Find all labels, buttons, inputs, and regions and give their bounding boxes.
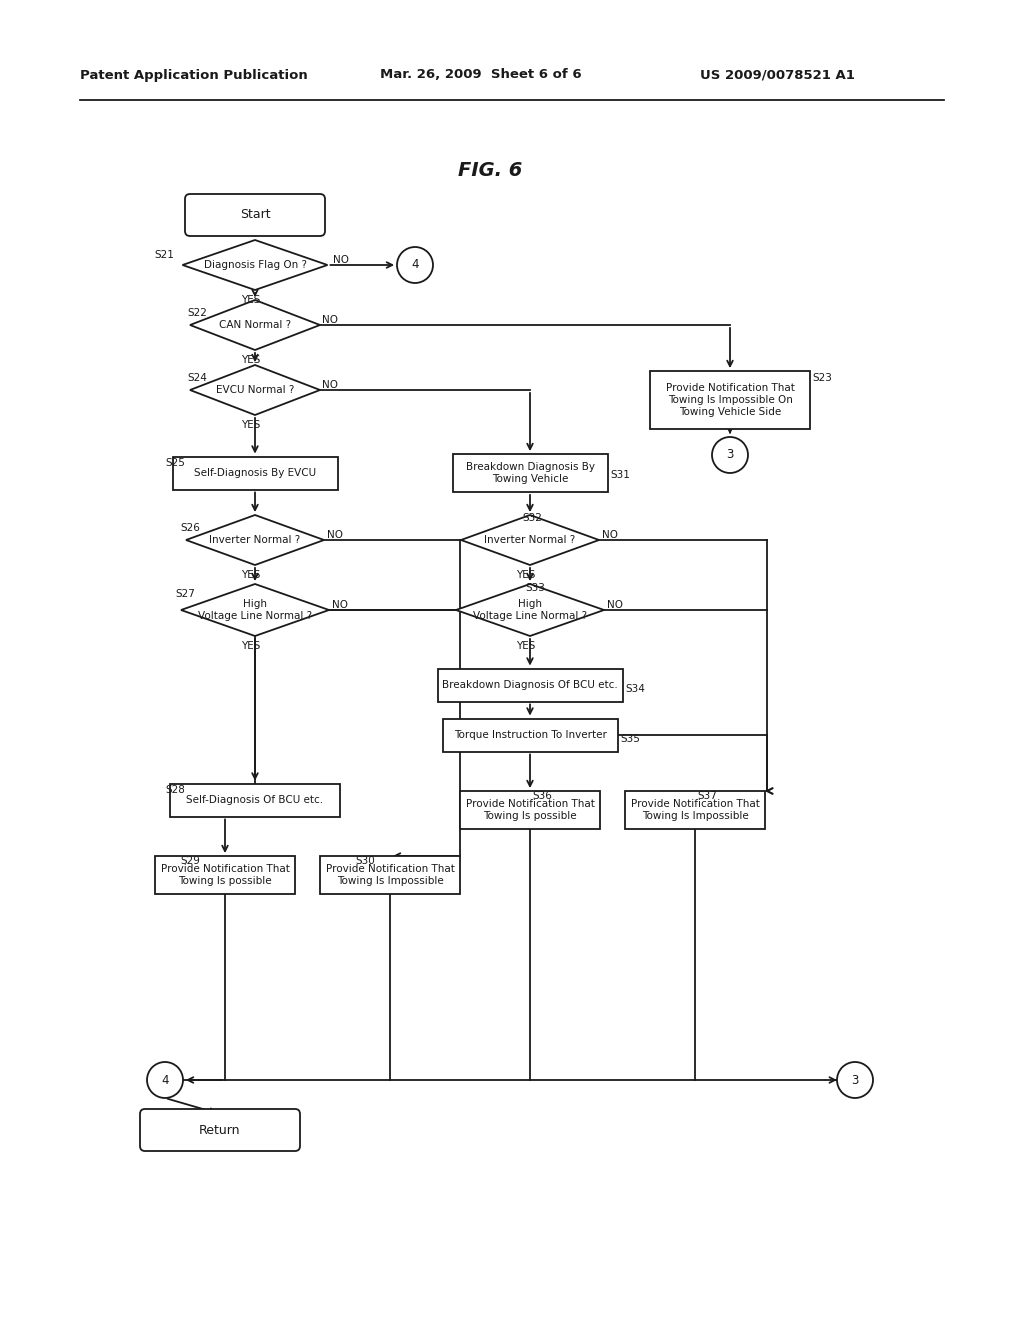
Text: S36: S36 xyxy=(532,791,552,801)
Text: NO: NO xyxy=(333,255,348,265)
Text: Torque Instruction To Inverter: Torque Instruction To Inverter xyxy=(454,730,606,741)
Text: S33: S33 xyxy=(525,583,545,593)
Text: Diagnosis Flag On ?: Diagnosis Flag On ? xyxy=(204,260,306,271)
Text: S32: S32 xyxy=(522,513,542,523)
Polygon shape xyxy=(182,240,328,290)
Text: NO: NO xyxy=(607,601,623,610)
Bar xyxy=(625,791,765,829)
Text: Self-Diagnosis Of BCU etc.: Self-Diagnosis Of BCU etc. xyxy=(186,795,324,805)
Polygon shape xyxy=(456,583,604,636)
Text: Self-Diagnosis By EVCU: Self-Diagnosis By EVCU xyxy=(194,469,316,478)
Text: EVCU Normal ?: EVCU Normal ? xyxy=(216,385,294,395)
Text: YES: YES xyxy=(241,570,260,579)
Bar xyxy=(319,855,460,894)
Text: NO: NO xyxy=(332,601,348,610)
Text: S35: S35 xyxy=(620,734,640,744)
Polygon shape xyxy=(181,583,329,636)
Text: CAN Normal ?: CAN Normal ? xyxy=(219,319,291,330)
Text: 3: 3 xyxy=(726,449,733,462)
Text: Patent Application Publication: Patent Application Publication xyxy=(80,69,308,82)
Circle shape xyxy=(712,437,748,473)
Text: FIG. 6: FIG. 6 xyxy=(458,161,522,180)
Circle shape xyxy=(837,1063,873,1098)
Text: S29: S29 xyxy=(180,855,200,866)
Text: YES: YES xyxy=(516,642,536,651)
Text: S26: S26 xyxy=(180,523,200,533)
FancyBboxPatch shape xyxy=(185,194,325,236)
Bar xyxy=(172,457,338,490)
Text: NO: NO xyxy=(327,531,343,540)
Text: NO: NO xyxy=(602,531,618,540)
Text: S31: S31 xyxy=(610,470,630,480)
Text: Start: Start xyxy=(240,209,270,222)
Text: S30: S30 xyxy=(355,855,375,866)
FancyBboxPatch shape xyxy=(140,1109,300,1151)
Text: YES: YES xyxy=(241,642,260,651)
Text: S22: S22 xyxy=(187,308,207,318)
Text: US 2009/0078521 A1: US 2009/0078521 A1 xyxy=(700,69,855,82)
Text: S27: S27 xyxy=(175,589,195,599)
Text: YES: YES xyxy=(241,420,260,430)
Text: Breakdown Diagnosis By
Towing Vehicle: Breakdown Diagnosis By Towing Vehicle xyxy=(466,462,595,484)
Text: High
Voltage Line Normal ?: High Voltage Line Normal ? xyxy=(473,599,587,620)
Text: Provide Notification That
Towing Is Impossible On
Towing Vehicle Side: Provide Notification That Towing Is Impo… xyxy=(666,383,795,417)
Text: Inverter Normal ?: Inverter Normal ? xyxy=(484,535,575,545)
Text: 4: 4 xyxy=(412,259,419,272)
Text: S37: S37 xyxy=(697,791,717,801)
Text: S23: S23 xyxy=(812,374,831,383)
Text: S34: S34 xyxy=(625,684,645,694)
Text: Provide Notification That
Towing Is possible: Provide Notification That Towing Is poss… xyxy=(466,799,595,821)
Text: Provide Notification That
Towing Is possible: Provide Notification That Towing Is poss… xyxy=(161,865,290,886)
Text: NO: NO xyxy=(322,315,338,325)
Text: 4: 4 xyxy=(161,1073,169,1086)
Text: Provide Notification That
Towing Is Impossible: Provide Notification That Towing Is Impo… xyxy=(631,799,760,821)
Text: High
Voltage Line Normal ?: High Voltage Line Normal ? xyxy=(198,599,312,620)
Text: Breakdown Diagnosis Of BCU etc.: Breakdown Diagnosis Of BCU etc. xyxy=(442,680,617,690)
Text: S21: S21 xyxy=(155,249,174,260)
Bar xyxy=(453,454,607,492)
Bar xyxy=(437,668,623,701)
Text: YES: YES xyxy=(241,355,260,366)
Bar xyxy=(170,784,340,817)
Circle shape xyxy=(147,1063,183,1098)
Text: Inverter Normal ?: Inverter Normal ? xyxy=(209,535,301,545)
Polygon shape xyxy=(461,515,599,565)
Text: YES: YES xyxy=(241,294,260,305)
Bar xyxy=(460,791,600,829)
Text: Provide Notification That
Towing Is Impossible: Provide Notification That Towing Is Impo… xyxy=(326,865,455,886)
Polygon shape xyxy=(190,366,319,414)
Text: S28: S28 xyxy=(165,785,185,795)
Text: YES: YES xyxy=(516,570,536,579)
Text: S24: S24 xyxy=(187,374,207,383)
Circle shape xyxy=(397,247,433,282)
Text: Return: Return xyxy=(200,1123,241,1137)
Bar xyxy=(442,718,617,751)
Text: NO: NO xyxy=(322,380,338,389)
Text: 3: 3 xyxy=(851,1073,859,1086)
Text: S25: S25 xyxy=(165,458,185,469)
Polygon shape xyxy=(190,300,319,350)
Bar xyxy=(155,855,295,894)
Text: Mar. 26, 2009  Sheet 6 of 6: Mar. 26, 2009 Sheet 6 of 6 xyxy=(380,69,582,82)
Bar xyxy=(650,371,810,429)
Polygon shape xyxy=(186,515,324,565)
